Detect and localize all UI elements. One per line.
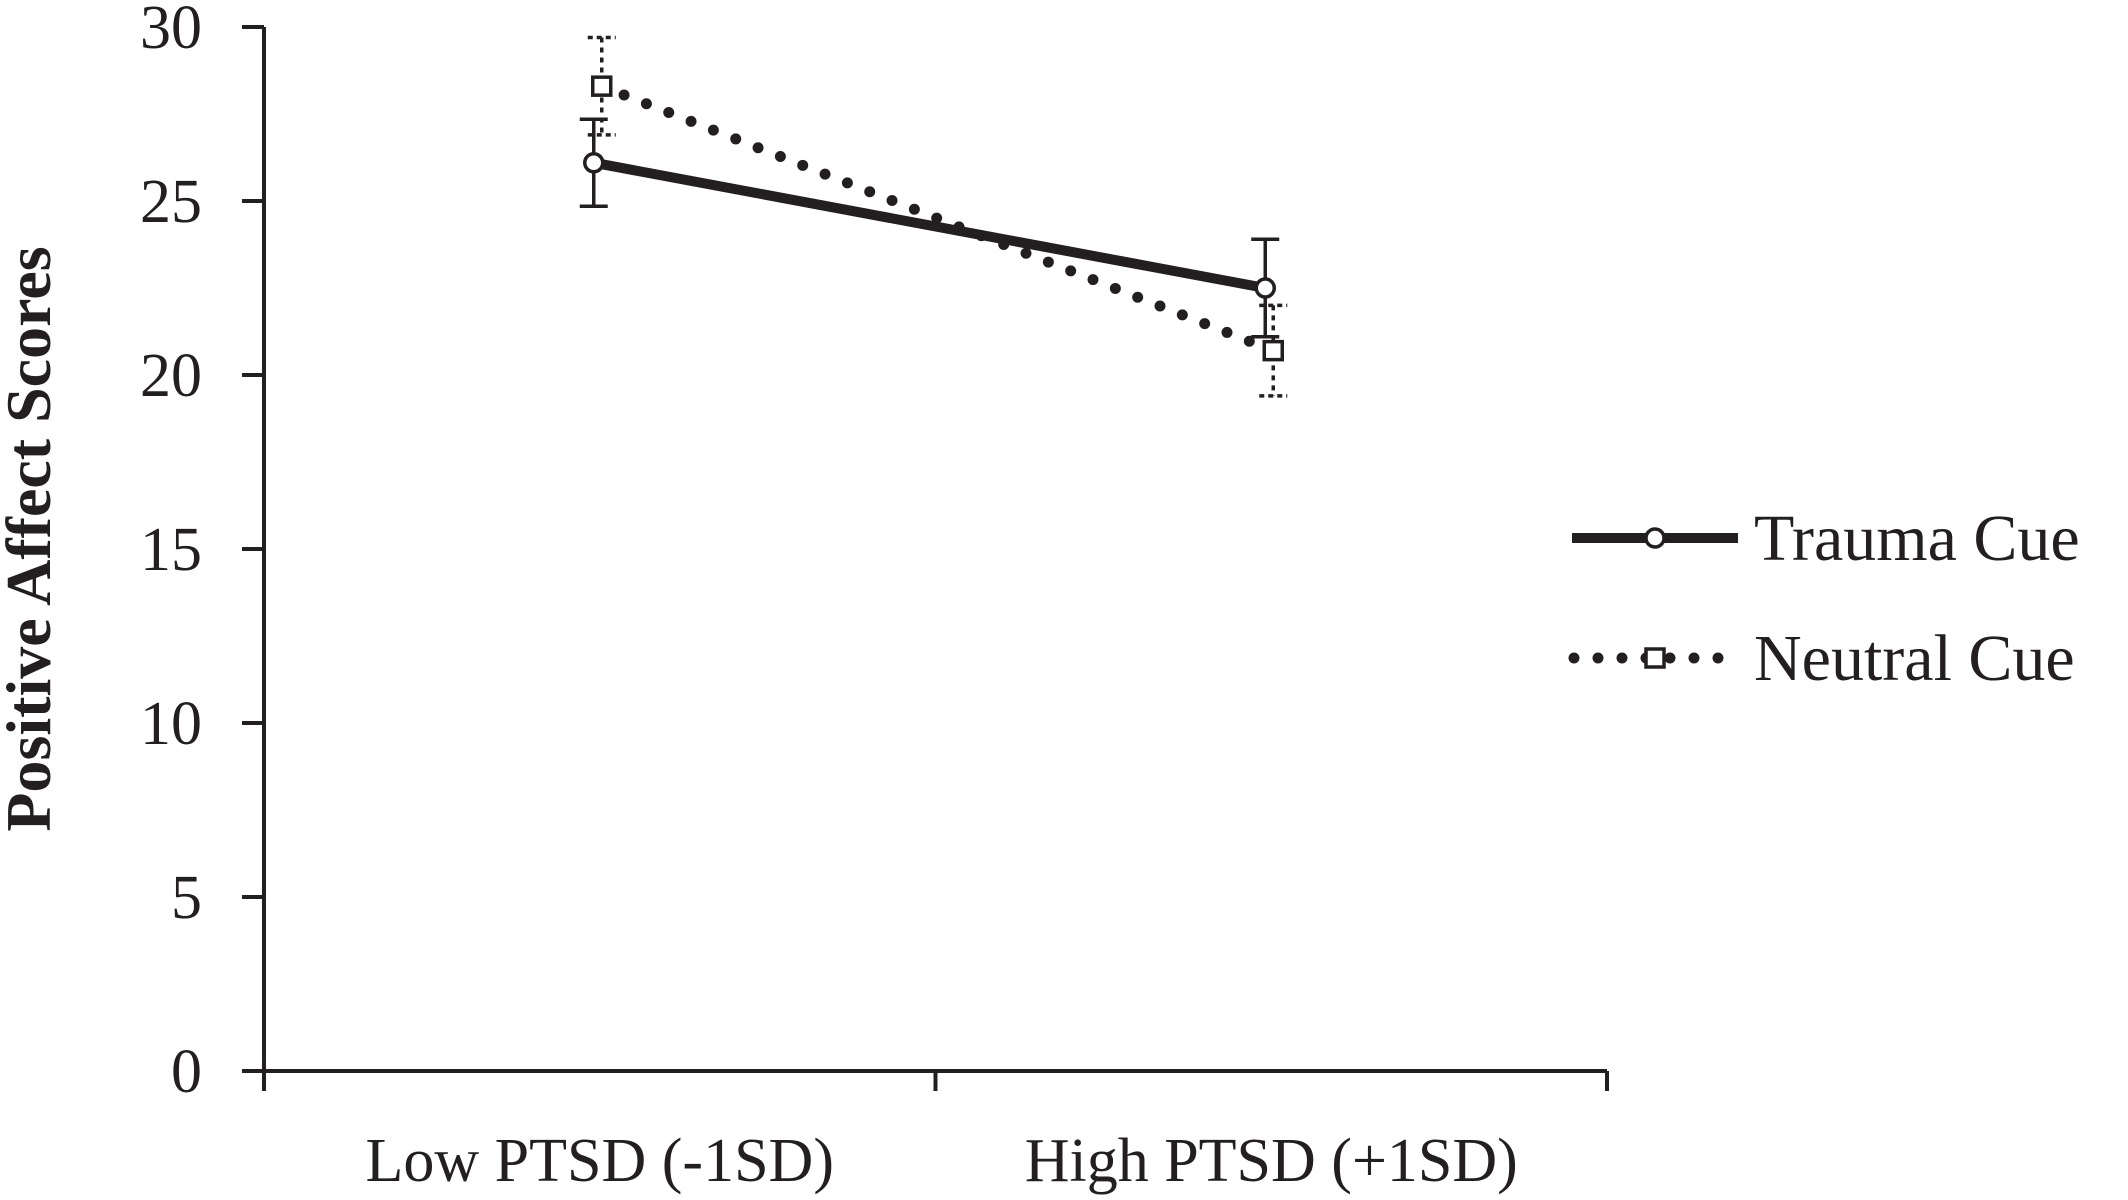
series-line xyxy=(596,80,1279,357)
x-ticks: Low PTSD (-1SD) High PTSD (+1SD) xyxy=(262,1071,1609,1195)
axes xyxy=(262,27,1607,1073)
data-point xyxy=(1254,277,1276,299)
x-tick-label: High PTSD (+1SD) xyxy=(1025,1127,1518,1195)
data-point xyxy=(583,151,605,174)
y-tick-label: 15 xyxy=(140,516,202,584)
legend-label: Neutral Cue xyxy=(1754,622,2075,695)
x-tick-label: Low PTSD (-1SD) xyxy=(366,1127,834,1195)
y-tick-label: 0 xyxy=(171,1038,202,1106)
data-point xyxy=(591,75,613,97)
y-tick-label: 30 xyxy=(140,0,202,62)
series-layer xyxy=(579,35,1288,398)
legend-label: Trauma Cue xyxy=(1754,502,2080,575)
y-tick-label: 10 xyxy=(140,690,202,758)
legend-item: Neutral Cue xyxy=(1568,622,2075,695)
series-trauma-cue xyxy=(579,117,1280,339)
y-tick-label: 20 xyxy=(140,342,202,410)
y-tick-label: 5 xyxy=(171,864,202,932)
series-line xyxy=(592,157,1267,293)
legend-item: Trauma Cue xyxy=(1572,502,2080,575)
legend-marker xyxy=(1644,527,1666,549)
y-ticks: 0 5 10 15 20 25 30 xyxy=(140,0,264,1106)
legend: Trauma Cue Neutral Cue xyxy=(1568,502,2080,695)
data-point xyxy=(1262,339,1284,362)
series-neutral-cue xyxy=(587,35,1288,398)
legend-marker xyxy=(1644,647,1666,669)
y-axis-title: Positive Affect Scores xyxy=(0,246,64,831)
y-tick-label: 25 xyxy=(140,168,202,236)
